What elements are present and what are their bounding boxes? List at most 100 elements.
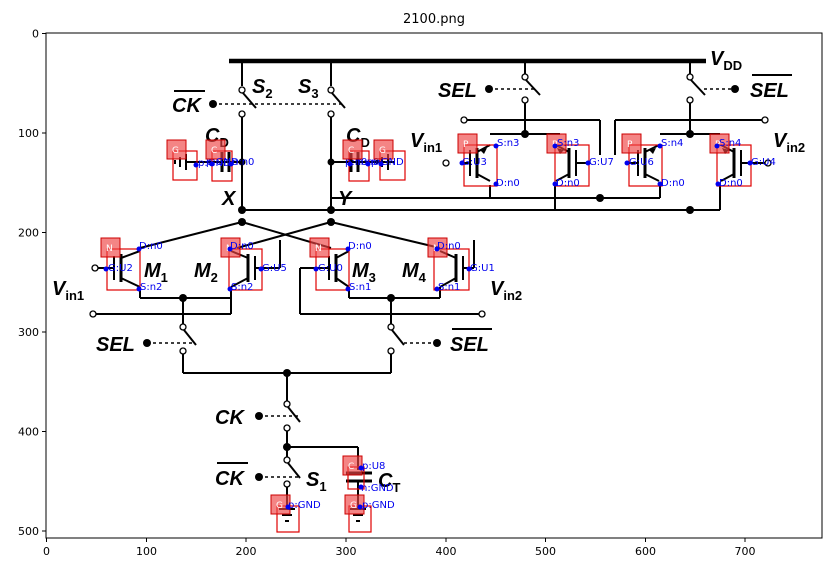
- svg-text:D:n0: D:n0: [719, 178, 743, 189]
- svg-text:G: G: [350, 501, 357, 511]
- y-axis: [42, 33, 46, 532]
- x-label: X: [221, 188, 237, 210]
- svg-text:G:U0: G:U0: [318, 263, 343, 274]
- vin2-label-bottom: Vin2: [490, 278, 522, 303]
- ct-label: CT: [378, 470, 400, 495]
- m1-label: M1: [144, 260, 168, 285]
- x-tick-label: 300: [336, 545, 357, 558]
- svg-text:G:U3: G:U3: [462, 157, 487, 168]
- x-tick-label: 600: [635, 545, 656, 558]
- sel-bar-label-bottom: SEL: [450, 334, 489, 356]
- svg-text:p:GND: p:GND: [288, 500, 321, 511]
- annotation-p4: P S:n4 G:U4 D:n0: [709, 133, 776, 189]
- svg-text:D:n0: D:n0: [230, 241, 254, 252]
- svg-text:G: G: [379, 146, 386, 156]
- svg-text:S:n4: S:n4: [719, 138, 741, 149]
- vdd-label: VDD: [710, 48, 742, 73]
- x-tick-label: 100: [136, 545, 157, 558]
- annotation-p3: P S:n4 G:U6 D:n0: [621, 133, 685, 189]
- svg-text:G: G: [172, 146, 179, 156]
- annotation-c2: C p:n0 n:n0: [342, 139, 379, 182]
- pmos-p3: [625, 144, 660, 182]
- ck-bar-label-bottom: CK: [215, 468, 245, 490]
- svg-text:S:n1: S:n1: [438, 282, 460, 293]
- x-tick-label: 400: [436, 545, 457, 558]
- y-tick-label: 400: [18, 426, 39, 439]
- svg-text:n:GND: n:GND: [361, 483, 394, 494]
- figure-title: 2100.png: [403, 12, 465, 27]
- sel-label-bottom: SEL: [96, 334, 135, 356]
- svg-text:P: P: [463, 140, 469, 150]
- svg-text:D:n0: D:n0: [496, 178, 520, 189]
- annotation-p1: P S:n3 G:U3 D:n0: [457, 133, 520, 189]
- vin2-label-top: Vin2: [773, 130, 805, 155]
- annotation-p2: P S:n3 G:U7 D:n0: [546, 133, 614, 189]
- svg-text:G:U2: G:U2: [108, 263, 133, 274]
- svg-text:P: P: [627, 140, 633, 150]
- y-tick-label: 100: [18, 127, 39, 140]
- s3-label: S3: [298, 76, 319, 101]
- switch-sel-left: [521, 61, 541, 138]
- switch-s1: [283, 447, 301, 500]
- ck-label: CK: [215, 407, 245, 429]
- y-tick-label: 300: [18, 326, 39, 339]
- annotation-n2: N D:n0 G:U5 S:n2: [220, 237, 287, 293]
- svg-text:N: N: [315, 244, 322, 254]
- vin1-label-bottom: Vin1: [52, 278, 84, 303]
- m3-label: M3: [352, 260, 376, 285]
- svg-text:G:U7: G:U7: [589, 157, 614, 168]
- x-axis: [46, 538, 746, 542]
- annotation-layer: G p:GND C p:GND n:n0 C p:n0 n:n0: [100, 133, 776, 533]
- svg-text:S:n3: S:n3: [497, 138, 519, 149]
- svg-text:G:U1: G:U1: [470, 263, 495, 274]
- svg-text:C: C: [348, 146, 354, 156]
- svg-text:C: C: [211, 146, 217, 156]
- ck-bar-label: CK: [172, 95, 202, 117]
- svg-text:S:n1: S:n1: [349, 282, 371, 293]
- svg-text:p:GND: p:GND: [371, 157, 404, 168]
- x-tick-label: 500: [535, 545, 556, 558]
- annotation-g2: G p:GND: [371, 139, 406, 181]
- y-tick-label: 200: [18, 227, 39, 240]
- svg-text:n:n0: n:n0: [232, 157, 254, 168]
- svg-text:G:U4: G:U4: [751, 157, 776, 168]
- svg-text:D:n0: D:n0: [661, 178, 685, 189]
- svg-text:G:U5: G:U5: [262, 263, 287, 274]
- svg-text:S:n2: S:n2: [140, 282, 162, 293]
- svg-text:S:n2: S:n2: [231, 282, 253, 293]
- vin1-label-top: Vin1: [410, 130, 442, 155]
- svg-text:D:n0: D:n0: [139, 241, 163, 252]
- svg-text:C: C: [348, 462, 354, 472]
- sel-bar-label-top: SEL: [750, 80, 789, 102]
- svg-text:S:n4: S:n4: [661, 138, 683, 149]
- annotation-g1: G p:GND: [166, 139, 231, 181]
- annotation-g3: G p:GND: [270, 494, 321, 533]
- svg-text:G: G: [276, 501, 283, 511]
- pmos-p1: [460, 144, 491, 182]
- annotation-c1: C p:GND n:n0: [205, 139, 254, 182]
- x-tick-label: 700: [735, 545, 756, 558]
- svg-text:p:GND: p:GND: [206, 157, 239, 168]
- svg-text:D:n0: D:n0: [556, 178, 580, 189]
- svg-text:G:U6: G:U6: [629, 157, 654, 168]
- svg-text:p:n0: p:n0: [345, 157, 367, 168]
- s1-label: S1: [306, 469, 327, 494]
- annotation-g4: G p:GND: [344, 494, 395, 533]
- annotation-n1: N D:n0 G:U2 S:n2: [100, 237, 163, 293]
- x-tick-label: 0: [43, 545, 50, 558]
- switch-sel-bar-right: [686, 61, 706, 138]
- s2-label: S2: [252, 76, 273, 101]
- svg-text:n:n0: n:n0: [357, 157, 379, 168]
- sel-label-top: SEL: [438, 80, 477, 102]
- svg-text:S:n3: S:n3: [557, 138, 579, 149]
- x-tick-label: 200: [236, 545, 257, 558]
- annotation-n4: N D:n0 G:U1 S:n1: [427, 237, 495, 293]
- svg-text:N: N: [106, 244, 113, 254]
- y-tick-label: 0: [32, 28, 39, 41]
- svg-text:D:n0: D:n0: [348, 241, 372, 252]
- svg-text:p:GND: p:GND: [198, 158, 231, 169]
- svg-text:p:GND: p:GND: [362, 500, 395, 511]
- svg-text:p:U8: p:U8: [362, 461, 385, 472]
- switch-sel-bottom: [179, 298, 197, 373]
